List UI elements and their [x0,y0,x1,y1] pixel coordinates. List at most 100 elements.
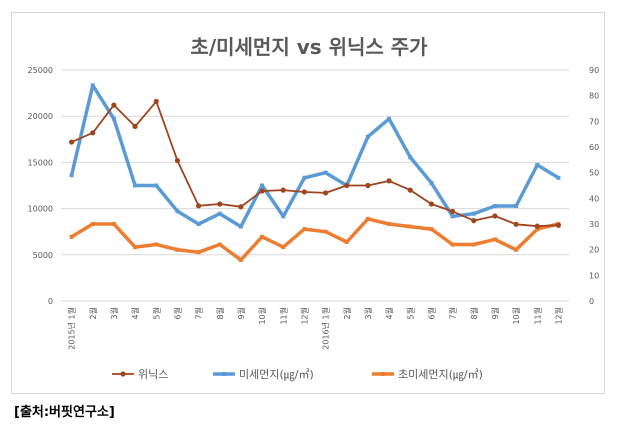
data-point [259,188,265,194]
x-tick-label: 6월 [172,307,182,319]
data-point [133,183,138,188]
x-tick-label: 2016년 1월 [321,307,331,350]
data-point [111,222,116,226]
data-point [535,227,540,232]
data-point [556,175,561,180]
data-point [260,183,265,188]
y-left-tick-label: 5000 [33,251,53,260]
x-tick-label: 4월 [384,307,394,319]
x-tick-label: 5월 [151,307,161,319]
data-point [514,247,519,252]
data-point [534,223,540,229]
data-point [492,213,498,219]
data-point [196,222,201,226]
data-point [407,187,413,193]
x-tick-label: 11월 [532,307,542,325]
data-point [90,83,95,88]
y-right-tick-label: 20 [589,246,599,255]
y-right-tick-label: 0 [589,297,594,306]
x-tick-label: 2월 [88,307,98,319]
data-point [387,222,392,226]
data-point [302,175,307,180]
x-tick-label: 6월 [426,307,436,319]
data-point [90,130,96,136]
data-point [492,204,497,209]
y-right-tick-label: 90 [589,66,599,75]
data-point [365,216,370,221]
chart-frame: 초/미세먼지 vs 위닉스 주가 0 5000 10000 15000 20000 250… [11,12,605,394]
data-point [365,182,371,189]
y-left-tick-label: 0 [48,297,53,306]
source-note: [출처:버핏연구소] [14,405,115,420]
line-chart: 초/미세먼지 vs 위닉스 주가 0 5000 10000 15000 20000 250… [28,35,600,381]
legend-marker [120,371,126,377]
data-point [302,227,307,232]
data-point [281,245,286,250]
data-point [428,201,435,207]
data-point [238,224,243,229]
x-tick-label: 7월 [448,307,458,319]
series-line [70,100,560,228]
data-point [471,211,476,216]
data-point [471,218,477,224]
data-point [196,250,201,255]
series-layer [68,83,562,262]
data-point [471,242,476,247]
data-point [90,222,95,226]
data-point [323,170,328,175]
y-left-tick-label: 25000 [28,66,53,75]
data-point [513,221,519,227]
data-point [260,234,265,239]
data-point [153,98,159,105]
data-point [344,239,349,244]
data-point [408,224,413,229]
data-point [387,116,392,121]
data-point [175,247,180,252]
data-point [132,123,138,129]
series-line [69,217,561,262]
x-tick-label: 5월 [405,307,415,319]
x-tick-label: 2015년 1월 [67,307,77,350]
data-point [301,189,308,195]
data-point [154,183,159,188]
data-point [555,222,562,228]
chart-title: 초/미세먼지 vs 위닉스 주가 [190,35,428,59]
y-left-tick-label: 15000 [28,158,53,167]
data-point [323,229,328,234]
x-tick-label: 2월 [342,307,352,319]
legend-marker [381,372,385,376]
x-tick-label: 8월 [215,307,225,319]
y-axis-right: 0 10 20 30 40 50 60 70 80 90 [589,66,599,306]
y-left-tick-label: 20000 [28,112,53,121]
legend-label: 초미세먼지(㎍/㎥) [398,368,483,381]
data-point [281,214,286,219]
data-point [492,237,497,242]
y-right-tick-label: 10 [589,271,599,280]
data-point [217,242,222,247]
y-right-tick-label: 50 [589,169,599,178]
x-tick-label: 10월 [511,307,521,325]
data-point [450,214,455,219]
x-tick-label: 9월 [236,307,246,319]
data-point [535,162,540,167]
y-right-tick-label: 40 [589,194,599,203]
data-point [238,204,244,210]
data-point [195,203,202,209]
data-point [429,180,434,185]
data-point [280,187,286,193]
y-right-tick-label: 70 [589,117,599,126]
x-tick-label: 12월 [299,307,309,325]
legend-label: 위닉스 [138,368,168,381]
data-point [449,208,456,214]
data-point [365,134,370,139]
series-line [69,83,561,229]
gridlines [61,69,569,302]
data-point [175,209,180,214]
x-tick-label: 3월 [363,307,373,319]
data-point [217,211,222,216]
data-point [386,178,392,184]
data-point [429,227,434,232]
data-point [238,257,243,262]
legend-marker [222,372,226,376]
data-point [344,182,350,189]
